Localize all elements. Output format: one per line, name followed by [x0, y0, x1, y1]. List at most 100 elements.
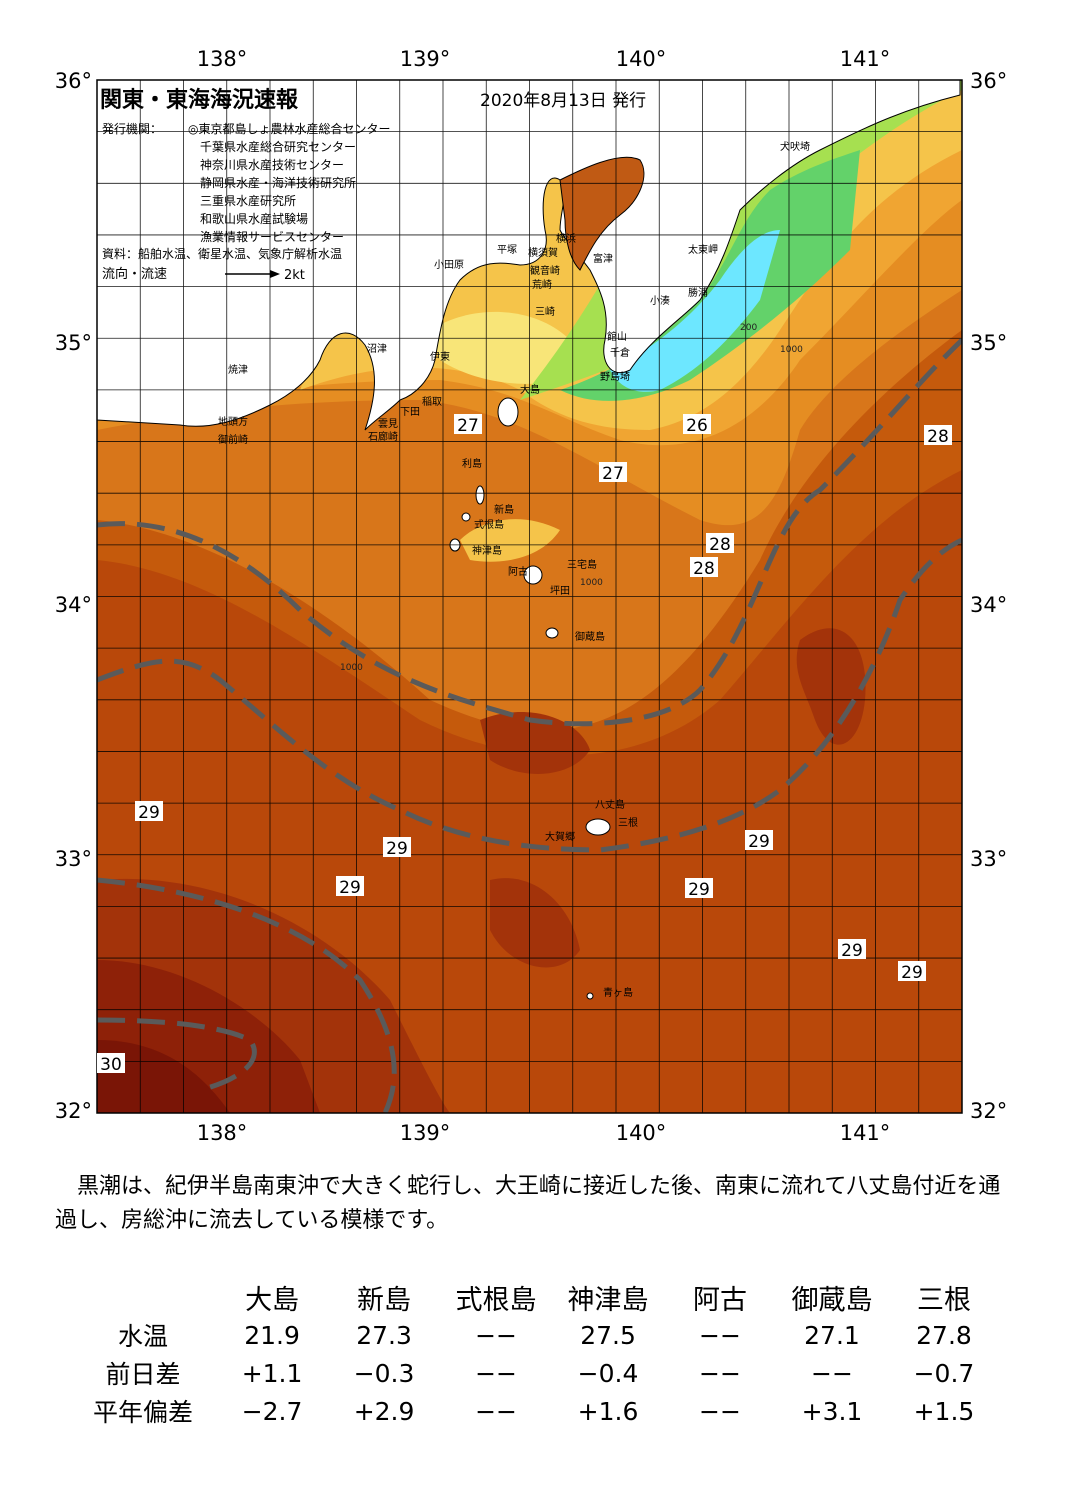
table-cell: +1.6	[577, 1396, 639, 1426]
table-cell: −0.4	[577, 1358, 639, 1388]
temp-label: 29	[898, 961, 926, 983]
place-label: 大島	[520, 383, 540, 396]
place-label: 下田	[400, 407, 420, 418]
place-label: 御蔵島	[575, 630, 605, 643]
latitude-labels-right: 36° 35° 34° 33° 32°	[970, 69, 1007, 1123]
map-title: 関東・東海海況速報	[100, 87, 299, 113]
table-cell: 27.5	[580, 1320, 636, 1350]
lon-label: 138°	[197, 47, 248, 71]
isobath-label: 1000	[780, 345, 803, 355]
temp-label: 29	[838, 939, 866, 961]
place-label: 青ヶ島	[603, 986, 633, 999]
arrowhead-icon	[270, 270, 280, 278]
place-label: 伊東	[430, 350, 450, 363]
lat-label: 35°	[55, 331, 92, 355]
table-cell: −0.7	[913, 1358, 975, 1388]
issuer: ◎東京都島しょ農林水産総合センター	[188, 121, 390, 136]
lat-label: 34°	[970, 593, 1007, 617]
place-label: 横須賀	[528, 246, 558, 259]
lat-label: 33°	[970, 847, 1007, 871]
place-label: 式根島	[474, 518, 504, 531]
place-label: 御前崎	[218, 433, 248, 446]
table-row: 前日差 +1.1 −0.3 −− −0.4 −− −− −0.7	[70, 1354, 1000, 1392]
svg-text:29: 29	[748, 832, 770, 852]
place-label: 小田原	[434, 259, 464, 271]
svg-text:27: 27	[457, 416, 479, 436]
lon-label: 140°	[616, 47, 667, 71]
issuers-list: ◎東京都島しょ農林水産総合センター 千葉県水産総合研究センター 神奈川県水産技術…	[188, 121, 390, 244]
table-cell: +3.1	[801, 1396, 863, 1426]
svg-text:28: 28	[709, 535, 731, 555]
lon-label: 139°	[400, 47, 451, 71]
station-name: 式根島	[455, 1284, 537, 1316]
place-label: 三根	[618, 816, 638, 829]
place-label: 富津	[593, 252, 613, 265]
sea-temperature-map: 関東・東海海況速報 2020年8月13日 発行 発行機関： ◎東京都島しょ農林水…	[55, 47, 1007, 1145]
station-name: 新島	[357, 1284, 412, 1316]
table-cell: −−	[475, 1396, 517, 1426]
latitude-labels-left: 36° 35° 34° 33° 32°	[55, 69, 92, 1123]
table-cell: −−	[699, 1396, 741, 1426]
svg-text:29: 29	[138, 803, 160, 823]
table-cell: −−	[811, 1358, 853, 1388]
row-label: 水温	[118, 1322, 169, 1351]
lon-label: 138°	[197, 1121, 248, 1145]
station-name: 御蔵島	[791, 1284, 873, 1316]
longitude-labels-bottom: 138° 139° 140° 141°	[197, 1121, 891, 1145]
table-cell: +1.5	[913, 1396, 975, 1426]
isobath-labels: 200 1000 1000 1000	[340, 323, 803, 673]
lon-label: 140°	[616, 1121, 667, 1145]
lat-label: 36°	[970, 69, 1007, 93]
temp-label: 29	[745, 830, 773, 852]
svg-text:26: 26	[686, 416, 708, 436]
isobath-label: 200	[740, 323, 757, 333]
place-label: 雲見	[378, 418, 398, 430]
current-scale: 2kt	[284, 268, 305, 283]
place-label: 坪田	[550, 584, 570, 597]
svg-text:29: 29	[841, 941, 863, 961]
place-label: 観音崎	[530, 264, 560, 277]
issuer: 漁業情報サービスセンター	[200, 230, 344, 244]
table-cell: −−	[699, 1320, 741, 1350]
table-cell: +1.1	[241, 1358, 303, 1388]
place-label: 三宅島	[567, 558, 597, 571]
svg-text:29: 29	[688, 880, 710, 900]
temp-label: 29	[383, 837, 411, 859]
temp-label: 28	[690, 557, 718, 579]
issuer: 神奈川県水産技術センター	[200, 157, 344, 172]
issuer: 千葉県水産総合研究センター	[200, 139, 356, 154]
temperature-labels: 27 26 27 28 28 28 29 29 29 29 29 29 29 3…	[97, 414, 952, 1075]
row-label: 前日差	[105, 1360, 181, 1389]
place-label: 地頭方	[218, 415, 248, 428]
place-label: 新島	[494, 503, 514, 516]
lat-label: 32°	[970, 1099, 1007, 1123]
station-name: 阿古	[693, 1284, 747, 1316]
issuer: 三重県水産研究所	[200, 193, 296, 208]
data-sources: 資料：船舶水温、衛星水温、気象庁解析水温	[102, 246, 342, 261]
temp-label: 29	[336, 876, 364, 898]
map-frame	[96, 79, 963, 1114]
temp-label: 26	[683, 414, 711, 436]
temp-label: 29	[135, 801, 163, 823]
current-legend-label: 流向・流速	[102, 266, 167, 282]
place-label: 千倉	[610, 346, 630, 359]
table-cell: −−	[699, 1358, 741, 1388]
lat-label: 33°	[55, 847, 92, 871]
lat-label: 34°	[55, 593, 92, 617]
lat-label: 36°	[55, 69, 92, 93]
station-name: 三根	[916, 1284, 971, 1316]
lon-label: 139°	[400, 1121, 451, 1145]
place-label: 阿古	[508, 565, 528, 578]
table-header-row: 大島 新島 式根島 神津島 阿古 御蔵島 三根	[70, 1278, 1000, 1316]
place-label: 八丈島	[595, 798, 625, 811]
place-label: 沼津	[367, 342, 387, 355]
issue-date: 2020年8月13日 発行	[480, 91, 646, 111]
table-cell: −−	[475, 1320, 517, 1350]
description-text: 黒潮は、紀伊半島南東沖で大きく蛇行し、大王崎に接近した後、南東に流れて八丈島付近…	[55, 1174, 1001, 1233]
table-row: 平年偏差 −2.7 +2.9 −− +1.6 −− +3.1 +1.5	[70, 1392, 1000, 1430]
place-label: 三崎	[535, 305, 555, 318]
place-label: 横浜	[556, 232, 576, 245]
svg-text:28: 28	[927, 427, 949, 447]
place-label: 平塚	[497, 244, 517, 256]
table-cell: −2.7	[241, 1396, 303, 1426]
